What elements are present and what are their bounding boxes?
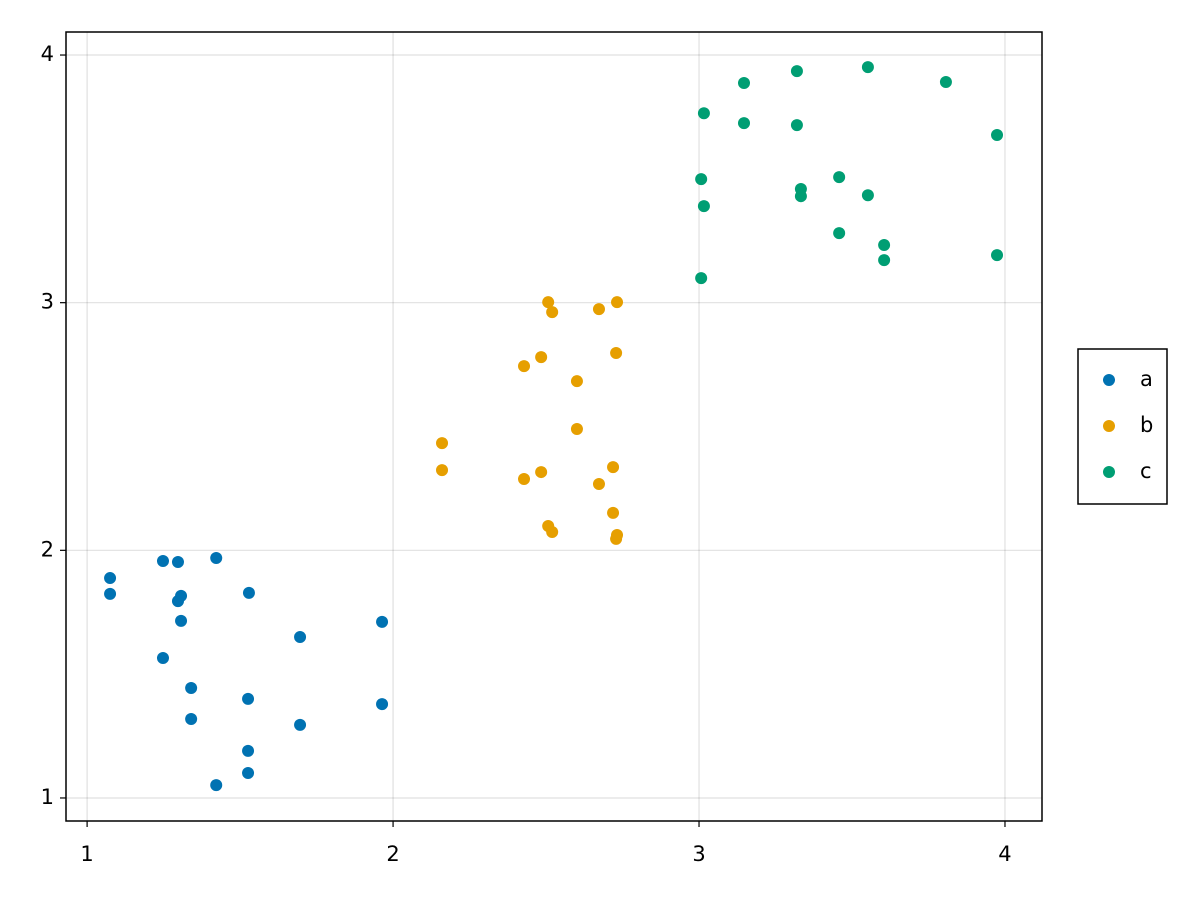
scatter-point xyxy=(737,77,750,90)
scatter-point xyxy=(436,464,449,477)
scatter-point xyxy=(242,692,255,705)
legend-label: a xyxy=(1140,367,1153,391)
y-tick-label: 1 xyxy=(41,785,54,809)
scatter-point xyxy=(878,238,891,251)
scatter-point xyxy=(104,587,117,600)
legend-marker xyxy=(1103,420,1115,432)
scatter-point xyxy=(790,65,803,78)
scatter-point xyxy=(156,554,169,567)
scatter-point xyxy=(939,76,952,89)
scatter-point xyxy=(610,346,623,359)
scatter-point xyxy=(607,506,620,519)
scatter-point xyxy=(878,254,891,267)
legend-marker xyxy=(1103,466,1115,478)
scatter-point xyxy=(570,422,583,435)
scatter-point xyxy=(242,766,255,779)
scatter-point xyxy=(171,555,184,568)
legend-label: b xyxy=(1140,413,1153,437)
scatter-point xyxy=(592,303,605,316)
scatter-point xyxy=(171,595,184,608)
scatter-point xyxy=(242,586,255,599)
scatter-point xyxy=(592,477,605,490)
scatter-point xyxy=(695,173,708,186)
scatter-point xyxy=(697,107,710,120)
scatter-point xyxy=(535,351,548,364)
scatter-point xyxy=(861,189,874,202)
scatter-point xyxy=(794,190,807,203)
x-tick-label: 2 xyxy=(386,842,399,866)
scatter-point xyxy=(242,744,255,757)
scatter-point xyxy=(210,552,223,564)
scatter-point xyxy=(185,682,198,695)
scatter-point xyxy=(518,360,531,373)
scatter-point xyxy=(607,461,620,474)
scatter-point xyxy=(210,779,223,792)
scatter-point xyxy=(570,375,583,388)
scatter-point xyxy=(535,466,548,479)
x-tick-label: 1 xyxy=(80,842,93,866)
scatter-point xyxy=(185,712,198,725)
legend: abc xyxy=(1077,348,1168,505)
scatter-point xyxy=(695,272,708,285)
scatter-point xyxy=(156,652,169,665)
y-tick-label: 3 xyxy=(41,290,54,314)
x-tick-label: 4 xyxy=(998,842,1011,866)
scatter-point xyxy=(611,296,624,309)
scatter-point xyxy=(376,698,389,711)
scatter-point xyxy=(104,572,117,585)
scatter-point xyxy=(294,630,307,643)
scatter-point xyxy=(376,615,389,628)
scatter-point xyxy=(697,200,710,213)
scatter-point xyxy=(833,227,846,240)
scatter-point xyxy=(861,61,874,74)
scatter-point xyxy=(546,306,559,319)
y-tick-label: 4 xyxy=(41,42,54,66)
scatter-point xyxy=(546,525,559,538)
scatter-point xyxy=(790,119,803,132)
scatter-point xyxy=(436,437,449,450)
x-tick-label: 3 xyxy=(692,842,705,866)
legend-box xyxy=(1077,348,1168,505)
scatter-point xyxy=(833,171,846,184)
scatter-point xyxy=(610,532,623,545)
scatter-point xyxy=(175,614,188,627)
legend-marker xyxy=(1103,374,1115,386)
plot-frame xyxy=(65,31,1043,822)
scatter-point xyxy=(991,249,1004,262)
scatter-point xyxy=(991,129,1004,142)
scatter-point xyxy=(542,296,555,309)
y-tick-label: 2 xyxy=(41,537,54,561)
scatter-point xyxy=(518,473,531,486)
legend-label: c xyxy=(1140,459,1152,483)
scatter-point xyxy=(737,117,750,130)
scatter-point xyxy=(294,718,307,731)
